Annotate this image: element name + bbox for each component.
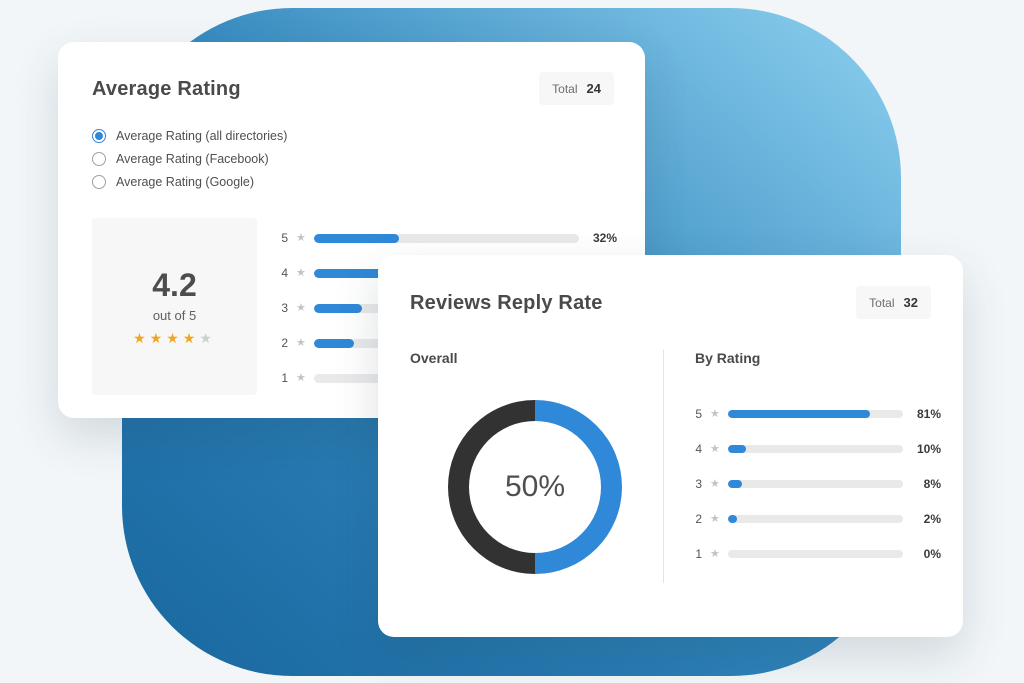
bar-fill [728, 445, 746, 453]
star-icon: ★ [296, 266, 306, 279]
star-count-label: 5 [281, 231, 288, 245]
radio-option-all-directories[interactable]: Average Rating (all directories) [92, 124, 287, 147]
star-icon: ★ [710, 442, 720, 455]
average-rating-title: Average Rating [92, 78, 241, 100]
percent-label: 81% [916, 407, 941, 421]
star-count-label: 2 [695, 512, 702, 526]
section-divider [663, 350, 664, 583]
radio-icon[interactable] [92, 128, 106, 143]
reply-bar-row-2: 2 ★ 2% [690, 509, 941, 529]
rating-bar-row-5: 5 ★ 32% [276, 228, 617, 248]
star-icon: ★ [710, 512, 720, 525]
percent-label: 2% [923, 512, 941, 526]
bar-fill [314, 303, 362, 313]
star-count-label: 1 [695, 547, 702, 561]
star-rating: ★★★★★ [133, 331, 216, 345]
radio-option-facebook[interactable]: Average Rating (Facebook) [92, 147, 287, 170]
bar-fill [314, 338, 354, 348]
star-count-label: 2 [281, 336, 288, 350]
bar-fill [728, 480, 742, 488]
reply-bar-row-4: 4 ★ 10% [690, 439, 941, 459]
star-count-label: 5 [695, 407, 702, 421]
directory-filter-group: Average Rating (all directories) Average… [92, 124, 287, 193]
bar-track [314, 233, 579, 243]
empty-star-icon: ★ [199, 329, 216, 346]
total-badge: Total 32 [856, 286, 931, 319]
average-rating-caption: out of 5 [152, 307, 197, 323]
total-label: Total [869, 295, 895, 310]
star-count-label: 3 [281, 301, 288, 315]
radio-label: Average Rating (all directories) [116, 128, 288, 143]
filled-star-icon: ★ [149, 329, 167, 346]
filled-star-icon: ★ [166, 329, 183, 346]
bar-track [728, 550, 903, 558]
percent-label: 0% [923, 547, 941, 561]
radio-label: Average Rating (Facebook) [116, 151, 269, 166]
filled-star-icon: ★ [182, 329, 200, 346]
average-rating-summary: 4.2 out of 5 ★★★★★ [92, 218, 257, 395]
reply-bar-row-5: 5 ★ 81% [690, 404, 941, 424]
star-icon: ★ [296, 371, 306, 384]
bar-track [728, 445, 903, 453]
reply-rate-title: Reviews Reply Rate [410, 292, 603, 314]
percent-label: 32% [592, 231, 617, 245]
star-icon: ★ [296, 336, 306, 349]
reply-rate-distribution-chart: 5 ★ 81% 4 ★ 10% 3 ★ 8% 2 ★ 2% [690, 404, 941, 564]
by-rating-section-label: By Rating [695, 350, 761, 366]
reply-bar-row-1: 1 ★ 0% [690, 544, 941, 564]
reply-rate-donut-chart: 50% [448, 400, 622, 574]
radio-option-google[interactable]: Average Rating (Google) [92, 170, 287, 193]
filled-star-icon: ★ [133, 329, 150, 346]
radio-icon[interactable] [92, 174, 106, 189]
total-value: 32 [903, 295, 918, 310]
percent-label: 10% [916, 442, 941, 456]
bar-fill [314, 268, 426, 278]
average-rating-score: 4.2 [152, 266, 197, 303]
overall-section-label: Overall [410, 350, 458, 366]
bar-track [728, 515, 903, 523]
star-icon: ★ [296, 231, 306, 244]
star-icon: ★ [296, 301, 306, 314]
reply-bar-row-3: 3 ★ 8% [690, 474, 941, 494]
bar-fill [728, 410, 870, 418]
radio-label: Average Rating (Google) [116, 174, 255, 189]
radio-icon[interactable] [92, 151, 106, 166]
total-value: 24 [586, 81, 601, 96]
bar-fill [728, 515, 737, 523]
bar-track [728, 410, 903, 418]
star-icon: ★ [710, 477, 720, 490]
total-label: Total [552, 81, 578, 96]
star-count-label: 1 [281, 371, 288, 385]
star-icon: ★ [710, 407, 720, 420]
bar-fill [314, 233, 399, 243]
star-count-label: 3 [695, 477, 702, 491]
bar-track [728, 480, 903, 488]
star-count-label: 4 [695, 442, 702, 456]
average-rating-card: Average Rating Total 24 Average Rating (… [58, 42, 645, 418]
reply-rate-percent: 50% [504, 470, 566, 503]
star-count-label: 4 [281, 266, 288, 280]
percent-label: 8% [923, 477, 941, 491]
total-badge: Total 24 [539, 72, 614, 105]
reviews-reply-rate-card: Reviews Reply Rate Total 32 Overall 50% … [378, 255, 963, 637]
star-icon: ★ [710, 547, 720, 560]
